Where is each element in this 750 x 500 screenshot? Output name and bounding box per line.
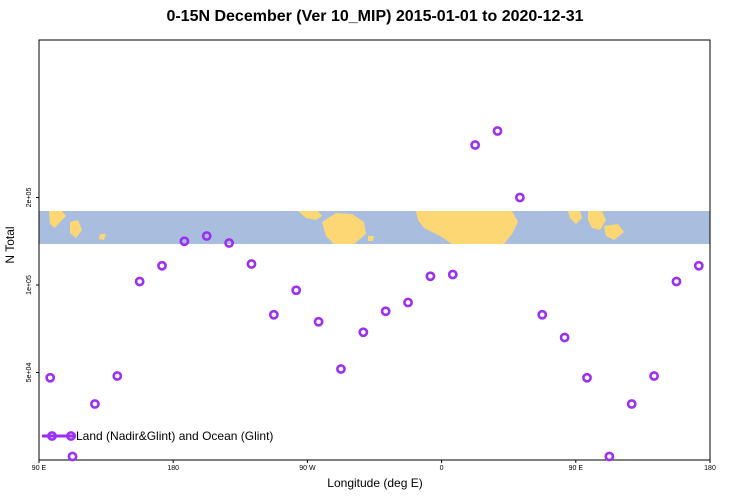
data-point <box>470 140 481 150</box>
x-tick-label: 0 <box>440 465 444 472</box>
data-point <box>134 276 145 287</box>
data-point <box>403 297 413 308</box>
data-point <box>447 269 458 280</box>
data-point <box>336 364 346 374</box>
x-tick-label: 180 <box>167 465 179 472</box>
land-southeast-asia <box>588 211 606 230</box>
land-indonesia <box>604 224 624 240</box>
x-tick-label: 180 <box>704 465 716 472</box>
data-point <box>559 332 570 343</box>
land-india <box>568 211 582 224</box>
data-point <box>313 316 324 327</box>
data-point <box>224 238 235 248</box>
data-point <box>537 309 548 320</box>
x-axis: 90 E 180 90 W 0 90 E 180 <box>32 460 716 472</box>
y-axis: 5e+04 1e+05 2e+05 <box>26 188 39 383</box>
data-point <box>268 309 279 320</box>
data-point <box>380 306 391 317</box>
legend-marker-left <box>47 431 57 441</box>
data-series <box>45 126 704 462</box>
data-point <box>492 126 503 136</box>
data-point <box>358 327 369 338</box>
map-background <box>39 211 710 244</box>
data-point <box>514 192 525 203</box>
data-point <box>179 236 190 247</box>
data-point <box>626 399 637 409</box>
legend: Land (Nadir&Glint) and Ocean (Glint) <box>42 429 273 443</box>
data-point <box>291 285 302 296</box>
data-point <box>671 276 682 287</box>
land-masses <box>49 211 624 244</box>
x-tick-label: 90 E <box>569 465 584 472</box>
land-sumatra-borneo <box>49 211 66 228</box>
x-axis-label: Longitude (deg E) <box>327 476 423 490</box>
land-south-america <box>322 213 366 244</box>
data-point <box>112 371 123 381</box>
land-malay-islands <box>70 220 82 238</box>
data-point <box>90 399 100 409</box>
x-tick-label: 90 W <box>299 465 316 472</box>
data-point <box>201 231 212 241</box>
data-point <box>604 451 615 462</box>
data-point <box>45 372 56 383</box>
y-tick-label: 5e+04 <box>26 363 33 383</box>
chart-title: 0-15N December (Ver 10_MIP) 2015-01-01 t… <box>166 8 584 25</box>
land-africa <box>416 211 518 244</box>
data-point <box>67 451 78 462</box>
legend-marker-right <box>66 431 76 441</box>
legend-label: Land (Nadir&Glint) and Ocean (Glint) <box>76 429 273 443</box>
land-small-island <box>99 234 106 240</box>
x-tick-label: 90 E <box>32 465 47 472</box>
land-caribbean-islands <box>368 236 374 241</box>
plot-frame <box>38 39 711 461</box>
data-point <box>246 259 257 269</box>
data-point <box>649 371 659 381</box>
data-point <box>425 271 436 282</box>
data-point <box>157 260 167 271</box>
data-point <box>693 260 704 271</box>
y-tick-label: 2e+05 <box>26 188 33 208</box>
land-central-america <box>298 211 322 220</box>
y-tick-label: 1e+05 <box>26 275 33 295</box>
data-point <box>582 372 592 383</box>
